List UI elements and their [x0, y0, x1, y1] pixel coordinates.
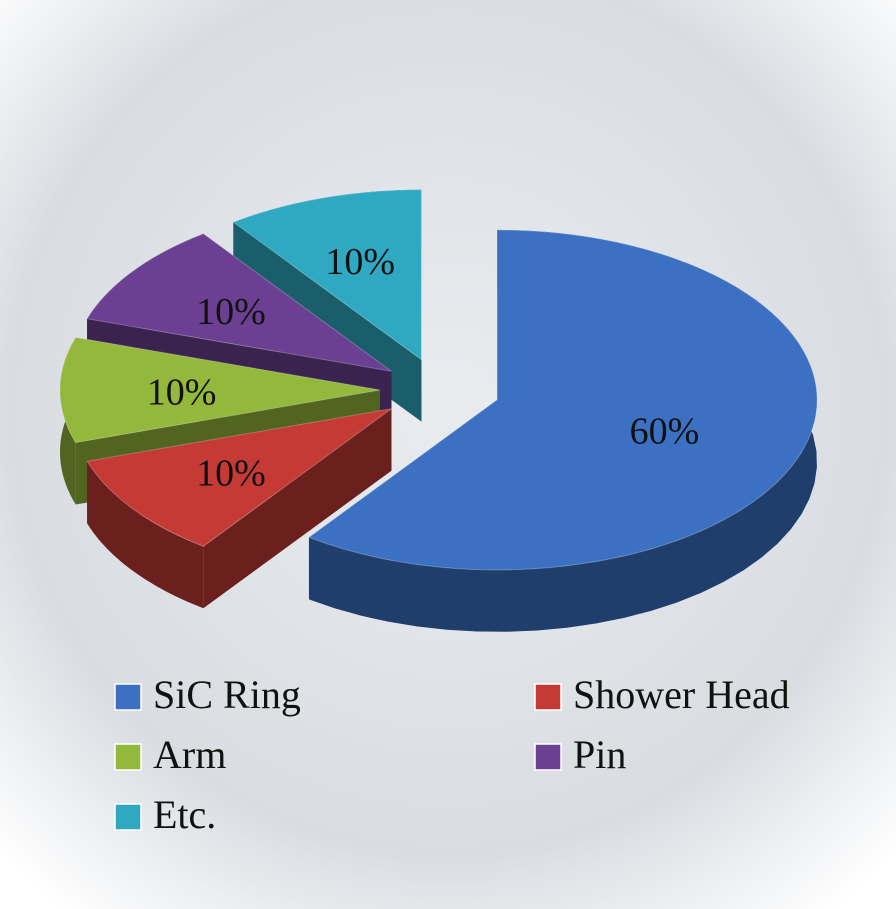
data-label: 10% [325, 241, 395, 283]
legend-label: Etc. [153, 792, 216, 837]
legend-swatch [535, 744, 561, 770]
legend-swatch [535, 684, 561, 710]
legend-label: Pin [573, 732, 626, 777]
data-label: 10% [196, 452, 266, 494]
legend-swatch [115, 804, 141, 830]
data-label: 60% [630, 410, 700, 452]
legend-swatch [115, 744, 141, 770]
chart: 60% 10% 10% 10% 10% SiC Ring Shower Head Arm Pi… [0, 0, 896, 909]
legend-swatch [115, 684, 141, 710]
legend-label: Arm [153, 732, 226, 777]
data-label: 10% [196, 291, 266, 333]
page: {"chart_data": {"type": "pie", "categori… [0, 0, 896, 909]
data-label: 10% [147, 372, 217, 414]
legend-label: Shower Head [573, 672, 790, 717]
legend-label: SiC Ring [153, 672, 301, 717]
